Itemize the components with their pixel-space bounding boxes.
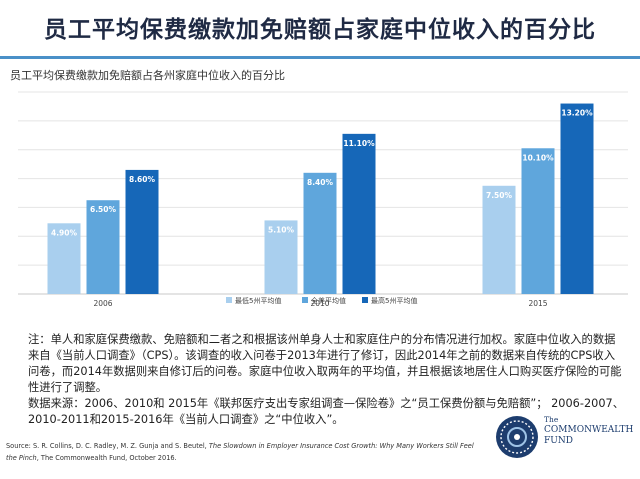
bar-2006-series-3 [125, 169, 159, 294]
legend-swatch [362, 297, 368, 303]
chart-title: 员工平均保费缴款加免赔额占各州家庭中位收入的百分比 [10, 69, 285, 82]
data-label: 6.50% [90, 205, 117, 214]
title-rule [0, 56, 640, 59]
commonwealth-fund-logo: The COMMONWEALTH FUND [492, 408, 634, 470]
legend-label: 最高5州平均值 [371, 296, 417, 305]
data-label: 13.20% [561, 109, 593, 118]
source-title: The Slowdown in Employer Insurance Cost … [6, 442, 474, 462]
notes-block: 注：单人和家庭保费缴款、免赔额和二者之和根据该州单身人士和家庭住户的分布情况进行… [28, 332, 624, 428]
bar-2010-series-1 [264, 220, 298, 294]
data-label: 7.50% [486, 191, 513, 200]
x-tick-label: 2006 [93, 299, 112, 308]
x-tick-label: 2015 [528, 299, 547, 308]
legend-swatch [302, 297, 308, 303]
legend-label: 最低5州平均值 [235, 296, 281, 305]
bar-2010-series-2 [303, 172, 337, 294]
data-label: 10.10% [522, 153, 554, 162]
bar-2006-series-1 [47, 223, 81, 294]
data-label: 8.60% [129, 175, 156, 184]
bar-2006-series-2 [86, 200, 120, 294]
legend-swatch [226, 297, 232, 303]
data-label: 5.10% [268, 225, 295, 234]
source-citation: Source: S. R. Collins, D. C. Radley, M. … [6, 440, 486, 464]
data-label: 11.10% [343, 139, 375, 148]
fund-emblem-icon [496, 416, 538, 458]
note-text: 注：单人和家庭保费缴款、免赔额和二者之和根据该州单身人士和家庭住户的分布情况进行… [28, 333, 622, 394]
data-source-text: 数据来源：2006、2010和 2015年《联邦医疗支出专家组调查—保险卷》之“… [28, 397, 624, 426]
bar-2010-series-3 [342, 133, 376, 294]
logo-line-3: FUND [544, 436, 573, 446]
bar-2015-series-3 [560, 103, 594, 295]
logo-line-1: The [544, 415, 559, 424]
logo-line-2: COMMONWEALTH [544, 425, 634, 435]
bar-2015-series-1 [482, 185, 516, 294]
bar-chart: 4.90% 6.50% 8.60% 2006 5.10% 8.40% 11.10% 2010 7… [18, 91, 628, 308]
data-label: 8.40% [307, 178, 334, 187]
x-tick-label: 2010 [310, 299, 329, 308]
data-label: 4.90% [51, 228, 78, 237]
source-suffix: , The Commonwealth Fund, October 2016. [36, 454, 177, 462]
bar-2015-series-2 [521, 148, 555, 294]
page-title: 员工平均保费缴款加免赔额占家庭中位收入的百分比 [44, 16, 596, 43]
source-prefix: Source: S. R. Collins, D. C. Radley, M. … [6, 442, 209, 450]
legend-label: 全美平均值 [311, 296, 346, 305]
